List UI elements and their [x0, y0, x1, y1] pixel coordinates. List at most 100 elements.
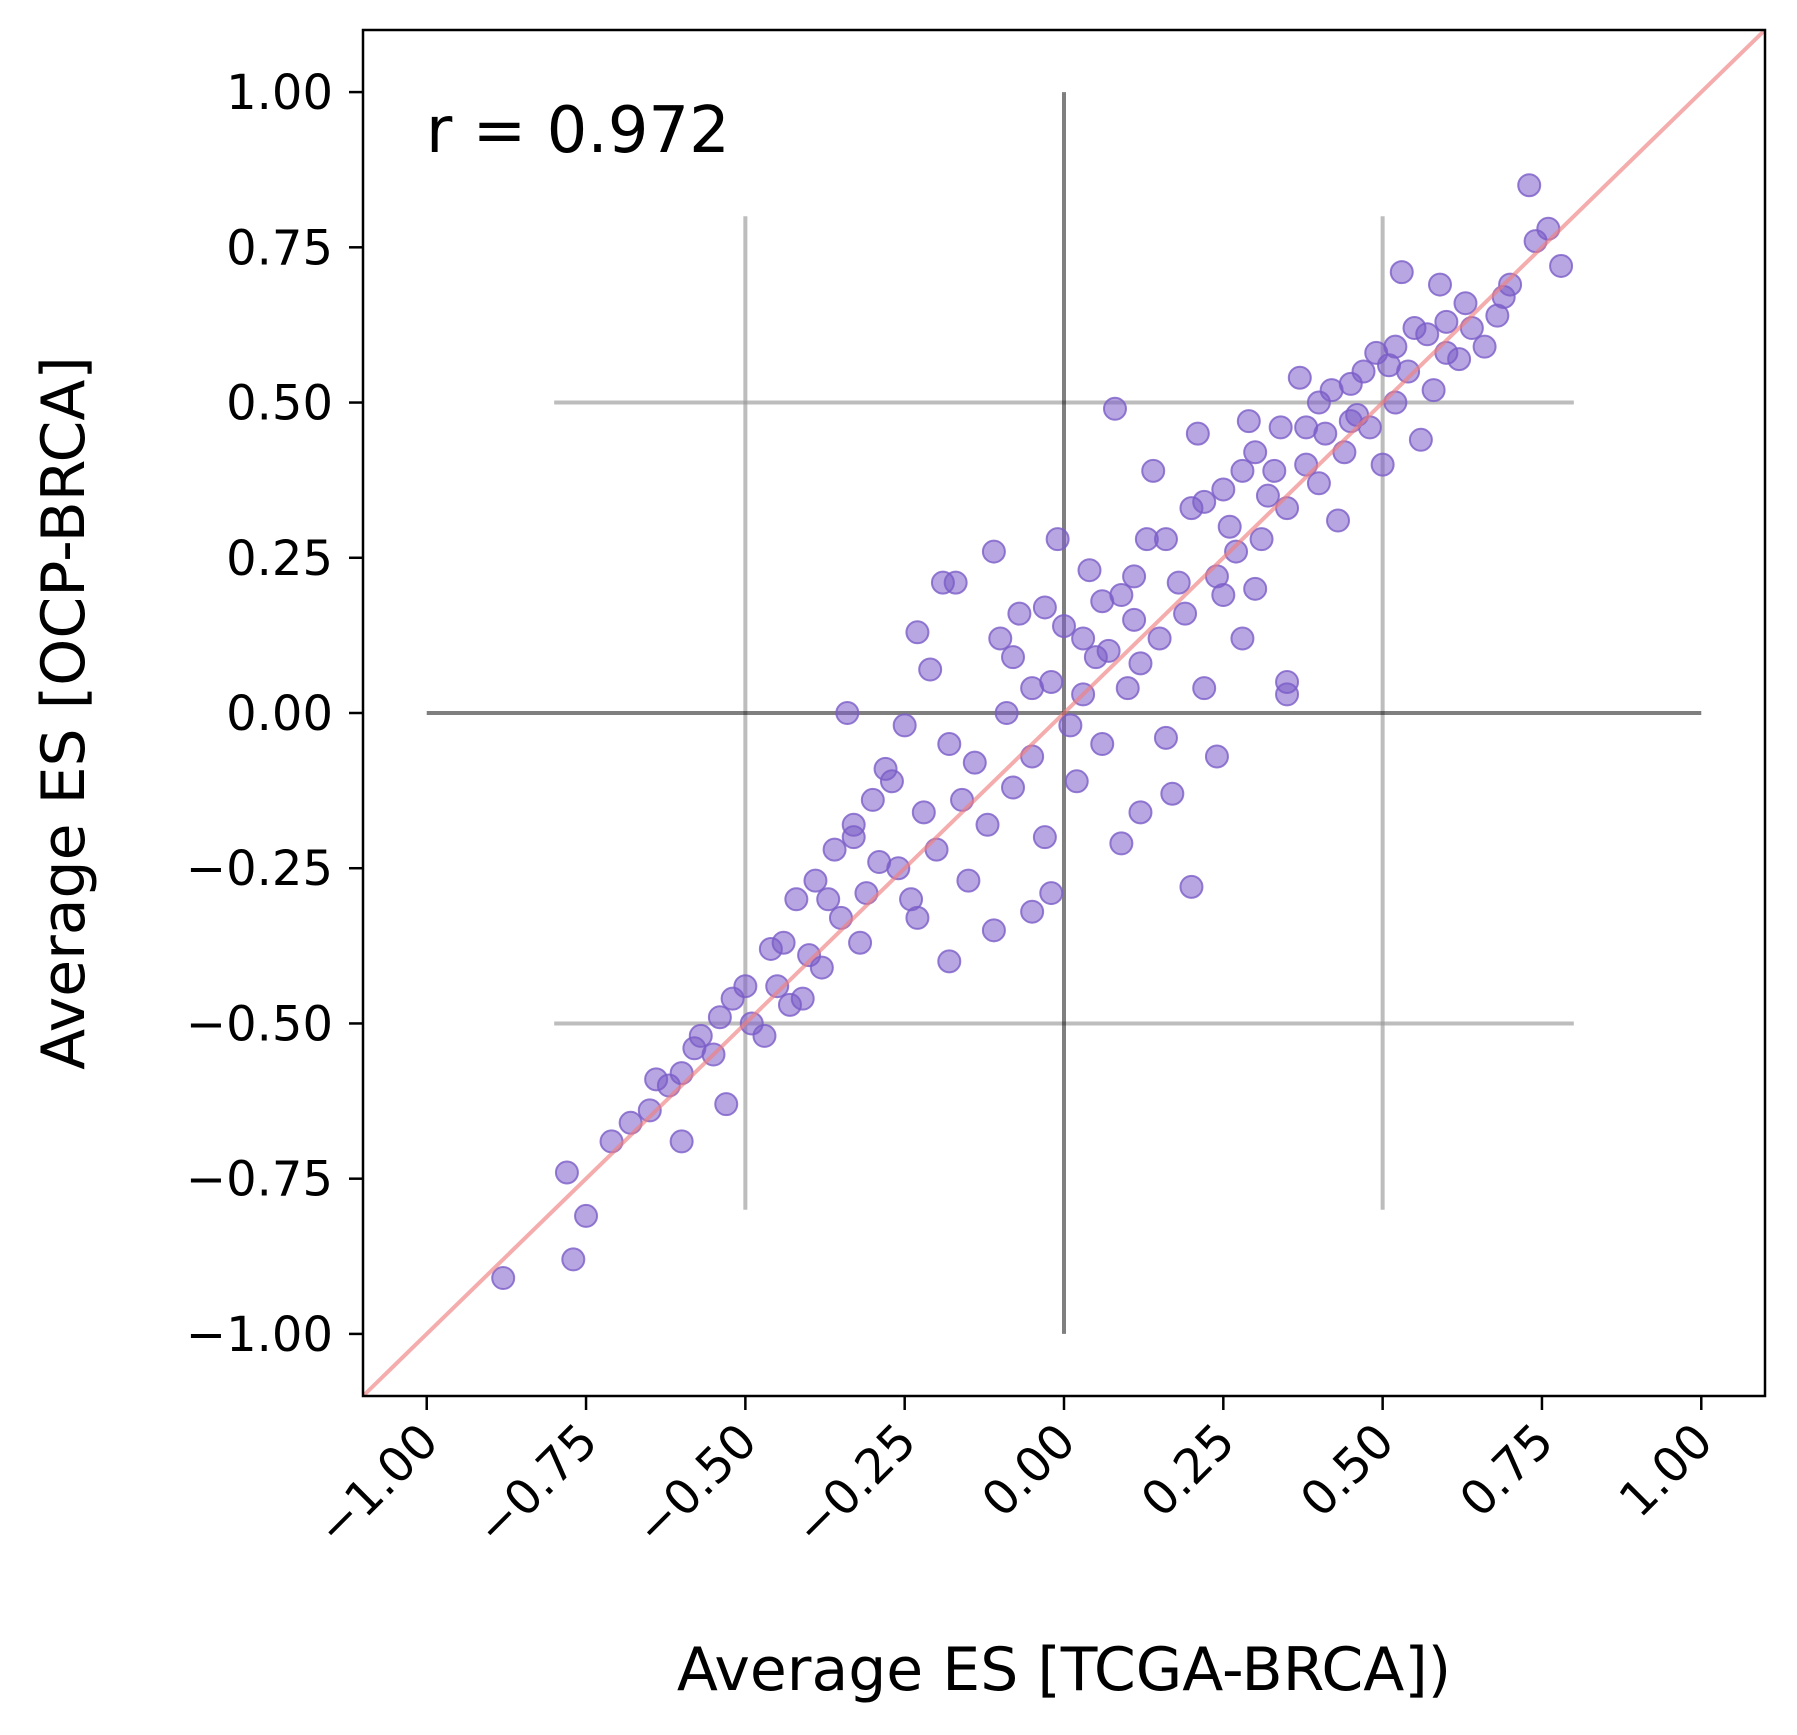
data-point — [1389, 260, 1414, 285]
data-point — [1408, 427, 1433, 452]
data-point — [937, 732, 962, 757]
data-point — [1217, 514, 1242, 539]
data-point — [879, 769, 904, 794]
x-tick-label: −1.00 — [306, 1413, 450, 1557]
data-point — [1134, 527, 1159, 552]
data-point — [930, 570, 955, 595]
y-tick-label: −0.50 — [186, 996, 333, 1052]
identity-line-group — [363, 30, 1765, 1396]
data-point — [1045, 527, 1070, 552]
data-point — [1128, 651, 1153, 676]
data-point — [714, 1092, 739, 1117]
data-point — [784, 887, 809, 912]
data-point — [669, 1129, 694, 1154]
data-point — [867, 850, 892, 875]
data-point — [937, 949, 962, 974]
data-point — [1287, 365, 1312, 390]
data-point — [1249, 527, 1274, 552]
data-point — [1001, 645, 1026, 670]
data-point — [994, 701, 1019, 725]
x-tick-label: 0.75 — [1449, 1413, 1564, 1528]
data-point — [1115, 676, 1140, 701]
data-point — [1230, 458, 1255, 483]
y-tick-label: −0.25 — [186, 841, 333, 897]
data-point — [491, 1266, 516, 1291]
data-point — [1128, 800, 1153, 825]
data-point — [1262, 458, 1287, 483]
data-point — [1192, 676, 1217, 701]
data-point — [1122, 607, 1147, 632]
data-point — [1179, 874, 1204, 899]
data-point — [1517, 173, 1542, 198]
data-point — [1236, 409, 1261, 434]
data-point — [1179, 496, 1204, 521]
data-point — [1020, 899, 1045, 924]
data-point — [1255, 483, 1280, 508]
data-point — [1549, 253, 1574, 278]
x-tick-label: 1.00 — [1609, 1413, 1724, 1528]
data-point — [1153, 725, 1178, 750]
data-point — [1306, 471, 1331, 496]
data-point — [1090, 589, 1115, 614]
data-point — [911, 800, 936, 825]
data-point — [803, 868, 828, 893]
data-point — [752, 1023, 777, 1048]
x-tick-label: −0.75 — [465, 1413, 609, 1557]
y-axis-ticks: −1.00 −0.75 −0.50 −0.25 0.00 0.25 0.50 0.75 1.00 — [186, 65, 363, 1363]
data-point — [835, 701, 860, 725]
data-point — [981, 539, 1006, 564]
x-tick-label: −0.50 — [624, 1413, 768, 1557]
data-point — [1077, 558, 1102, 583]
data-point — [1427, 272, 1452, 297]
data-point — [1224, 539, 1249, 564]
data-point — [637, 1098, 662, 1123]
data-point — [1064, 769, 1089, 794]
data-point — [1058, 713, 1083, 738]
data-point — [918, 657, 943, 682]
y-tick-label: 0.00 — [226, 686, 333, 742]
data-point — [956, 868, 981, 893]
data-point — [1096, 638, 1121, 663]
data-point — [1102, 396, 1127, 421]
data-point — [1166, 570, 1191, 595]
x-tick-label: −0.25 — [784, 1413, 928, 1557]
data-point — [1415, 322, 1440, 347]
x-tick-label: 0.00 — [971, 1413, 1086, 1528]
data-point — [1001, 775, 1026, 800]
x-axis-ticks: −1.00 −0.75 −0.50 −0.25 0.00 0.25 0.50 0.75 1.00 — [306, 1396, 1724, 1556]
y-tick-label: −1.00 — [186, 1307, 333, 1363]
data-point — [1160, 781, 1185, 806]
data-point — [1007, 601, 1032, 626]
data-point — [561, 1247, 586, 1272]
data-point — [1275, 669, 1300, 694]
data-point — [1032, 595, 1057, 620]
data-point — [720, 986, 745, 1011]
data-point — [975, 812, 1000, 837]
x-tick-label: 0.25 — [1131, 1413, 1246, 1528]
data-point — [1243, 440, 1268, 465]
data-point — [797, 943, 822, 968]
y-tick-label: 1.00 — [226, 65, 333, 121]
data-point — [1109, 831, 1134, 856]
y-tick-label: 0.50 — [226, 376, 333, 432]
data-point — [1039, 669, 1064, 694]
data-point — [1211, 477, 1236, 502]
data-point — [1306, 390, 1331, 415]
data-point — [1071, 626, 1096, 651]
data-point — [1243, 576, 1268, 601]
data-point — [899, 887, 924, 912]
y-tick-label: 0.75 — [226, 220, 333, 276]
data-point — [1472, 334, 1497, 359]
data-point — [892, 713, 917, 738]
data-point — [1039, 881, 1064, 906]
y-tick-label: −0.75 — [186, 1152, 333, 1208]
data-point — [1173, 601, 1198, 626]
data-point — [1313, 421, 1338, 446]
data-point — [765, 974, 790, 999]
data-point — [554, 1160, 579, 1185]
data-point — [1421, 378, 1446, 403]
data-point — [790, 986, 815, 1011]
data-point — [1185, 421, 1210, 446]
data-point — [1090, 732, 1115, 757]
